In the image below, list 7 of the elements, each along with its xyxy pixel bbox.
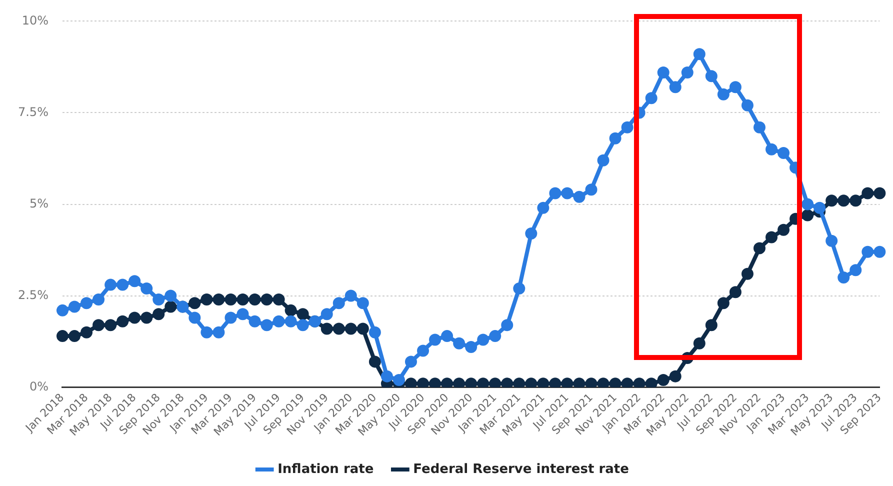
y-tick-label: 10% bbox=[22, 13, 48, 28]
y-tick-label: 5% bbox=[29, 196, 48, 210]
y-tick-label: 7.5% bbox=[18, 104, 48, 119]
legend-label: Inflation rate bbox=[278, 462, 374, 477]
y-tick-label: 0% bbox=[29, 379, 48, 394]
y-tick-label: 2.5% bbox=[18, 288, 48, 302]
legend-label: Federal Reserve interest rate bbox=[413, 462, 630, 477]
